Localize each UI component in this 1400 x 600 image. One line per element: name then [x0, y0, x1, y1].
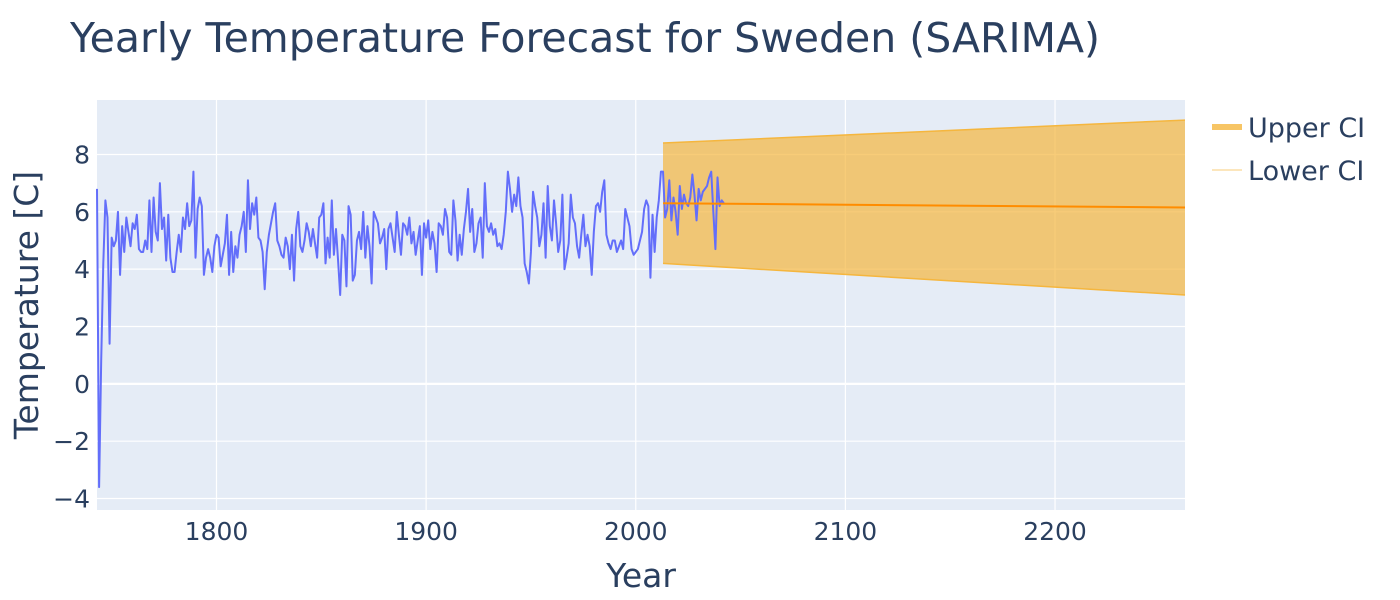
- x-tick-label: 2200: [1023, 517, 1087, 546]
- y-tick-label: 8: [74, 140, 90, 169]
- x-tick-label: 2100: [814, 517, 878, 546]
- y-tick-label: −4: [53, 485, 90, 514]
- legend-item-upper-ci[interactable]: Upper CI: [1212, 113, 1365, 144]
- chart-title: Yearly Temperature Forecast for Sweden (…: [69, 14, 1100, 62]
- forecast-mean-line: [663, 202, 1186, 209]
- legend-item-lower-ci[interactable]: Lower CI: [1212, 156, 1364, 187]
- observed-temperature-line: [96, 170, 725, 489]
- legend[interactable]: Upper CI Lower CI: [1212, 113, 1365, 187]
- y-tick-label: 4: [74, 255, 90, 284]
- y-tick-labels: −4 −2 0 2 4 6 8: [53, 140, 90, 513]
- x-tick-label: 1800: [185, 517, 249, 546]
- y-axis-title: Temperature [C]: [7, 171, 46, 440]
- confidence-band: [662, 119, 1186, 296]
- series-group: [96, 170, 1186, 489]
- y-tick-label: 2: [74, 313, 90, 342]
- lower-ci-line: [662, 262, 1186, 296]
- x-tick-label: 2000: [604, 517, 668, 546]
- y-tick-label: 0: [74, 370, 90, 399]
- y-tick-label: 6: [74, 198, 90, 227]
- x-tick-labels: 1800 1900 2000 2100 2200: [185, 517, 1087, 546]
- legend-label-upper-ci: Upper CI: [1248, 113, 1365, 144]
- ci-band: [663, 120, 1185, 295]
- legend-label-lower-ci: Lower CI: [1248, 156, 1364, 187]
- upper-ci-line: [662, 119, 1186, 144]
- x-tick-label: 1900: [394, 517, 458, 546]
- y-tick-label: −2: [53, 427, 90, 456]
- x-axis-title: Year: [605, 556, 676, 595]
